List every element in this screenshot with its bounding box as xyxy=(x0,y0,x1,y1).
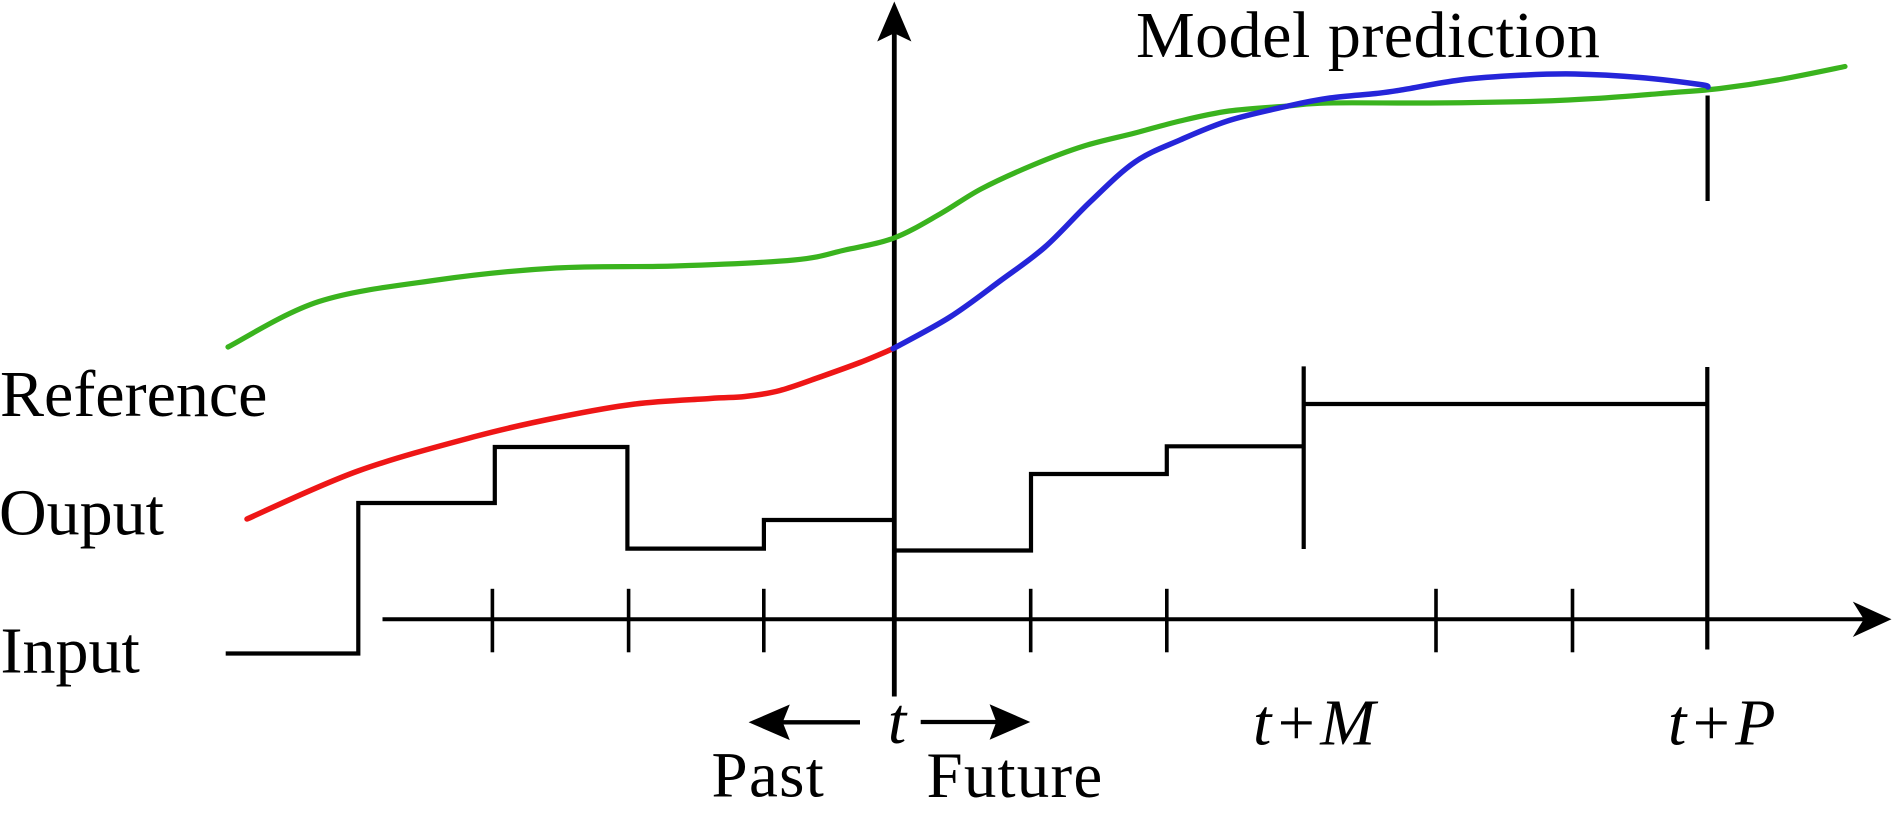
svg-text:Reference: Reference xyxy=(0,358,267,431)
svg-text:Model prediction: Model prediction xyxy=(1136,0,1600,72)
svg-text:Ouput: Ouput xyxy=(0,477,164,550)
svg-text:t+P: t+P xyxy=(1668,687,1778,760)
svg-text:t+M: t+M xyxy=(1253,687,1379,760)
svg-text:Future: Future xyxy=(927,740,1104,812)
svg-text:Past: Past xyxy=(712,740,826,812)
svg-text:Input: Input xyxy=(1,615,140,688)
svg-text:t: t xyxy=(888,685,908,758)
